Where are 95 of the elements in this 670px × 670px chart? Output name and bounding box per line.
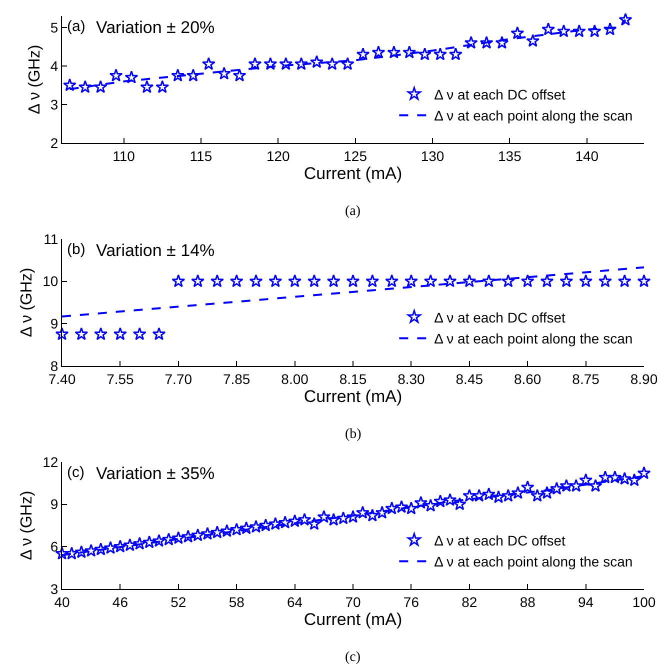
x-tick-label: 46: [112, 594, 128, 610]
annotation: (c): [67, 464, 84, 481]
point: [279, 57, 293, 70]
point: [387, 46, 401, 58]
y-axis-title: Δ ν (GHz): [18, 268, 36, 338]
annotation: (a): [67, 18, 86, 35]
legend-label: Δ ν at each DC offset: [434, 532, 566, 548]
point: [448, 47, 462, 60]
annotation: Variation ± 14%: [96, 241, 215, 260]
x-tick-label: 8.45: [456, 370, 484, 387]
x-tick-label: 8.15: [339, 370, 367, 387]
legend-label: Δ ν at each DC offset: [434, 86, 566, 102]
x-tick-label: 7.55: [106, 370, 134, 387]
point: [340, 57, 354, 70]
legend-label: Δ ν at each point along the scan: [434, 330, 633, 347]
point: [78, 80, 92, 94]
text: (a): [345, 204, 361, 219]
point: [480, 36, 494, 49]
point: [433, 47, 447, 60]
x-tick-label: 64: [287, 594, 303, 610]
point: [510, 26, 524, 40]
x-tick-label: 8.30: [398, 370, 426, 387]
point: [325, 57, 339, 70]
point: [186, 68, 200, 82]
y-axis-title: Δ ν (GHz): [18, 490, 36, 560]
point: [526, 34, 540, 47]
y-tick-label: 11: [44, 230, 58, 247]
legend-label: Δ ν at each point along the scan: [434, 108, 633, 124]
y-tick-label: 9: [50, 316, 58, 332]
x-tick-label: 58: [228, 594, 245, 610]
x-tick-label: 70: [345, 594, 361, 610]
point: [495, 36, 509, 49]
x-tick-label: 8.75: [572, 370, 600, 387]
point: [232, 68, 246, 82]
y-tick-label: 3: [50, 96, 58, 112]
annotation: (b): [67, 241, 86, 258]
point: [109, 68, 123, 82]
point: [202, 57, 216, 70]
x-tick-label: 140: [575, 148, 599, 164]
point: [171, 68, 185, 82]
x-tick-label: 130: [420, 148, 444, 164]
point: [372, 46, 386, 58]
x-tick-label: 100: [632, 594, 656, 610]
y-tick-label: 9: [50, 496, 58, 512]
x-tick-label: 8.00: [281, 370, 309, 387]
point: [618, 12, 632, 26]
annotation: Variation ± 35%: [96, 464, 215, 483]
x-tick-label: 7.85: [222, 370, 250, 387]
x-tick-label: 120: [266, 148, 290, 164]
point: [264, 57, 278, 70]
x-tick-label: 110: [112, 148, 136, 164]
x-tick-label: 135: [498, 148, 522, 164]
text: (c): [345, 650, 361, 665]
point: [356, 47, 370, 60]
x-axis-title: Current (mA): [304, 386, 402, 406]
point: [418, 47, 432, 60]
point: [556, 24, 570, 38]
point: [310, 55, 324, 68]
x-tick-label: 8.90: [630, 370, 658, 387]
y-tick-label: 6: [50, 538, 58, 555]
y-tick-label: 2: [50, 134, 58, 151]
point: [603, 22, 617, 36]
legend-label: Δ ν at each point along the scan: [434, 554, 633, 570]
x-tick-label: 115: [190, 148, 212, 164]
x-tick-label: 52: [170, 594, 186, 610]
x-tick-label: 7.70: [164, 370, 192, 387]
text: (b): [345, 427, 362, 442]
x-axis-title: Current (mA): [304, 610, 402, 629]
x-tick-label: 125: [344, 148, 368, 164]
point: [156, 80, 170, 94]
x-axis-title: Current (mA): [304, 164, 402, 183]
x-tick-label: 94: [578, 594, 594, 610]
x-tick-label: 8.60: [514, 370, 542, 387]
point: [62, 78, 76, 92]
point: [572, 24, 586, 38]
y-axis-title: Δ ν (GHz): [26, 44, 44, 114]
point: [588, 24, 602, 38]
point: [542, 22, 556, 36]
legend-label: Δ ν at each DC offset: [434, 309, 566, 326]
x-tick-label: 88: [520, 594, 536, 610]
point: [124, 70, 138, 84]
y-tick-label: 10: [42, 273, 58, 290]
point: [248, 57, 262, 70]
point: [94, 80, 108, 94]
y-tick-label: 12: [42, 454, 58, 470]
x-tick-label: 82: [462, 594, 478, 610]
x-tick-label: 76: [403, 594, 420, 610]
point: [140, 80, 154, 94]
point: [294, 57, 308, 70]
y-tick-label: 4: [50, 58, 58, 74]
point: [464, 36, 478, 49]
annotation: Variation ± 20%: [96, 18, 215, 37]
point: [217, 66, 231, 80]
y-tick-label: 5: [50, 19, 58, 36]
point: [402, 46, 416, 58]
